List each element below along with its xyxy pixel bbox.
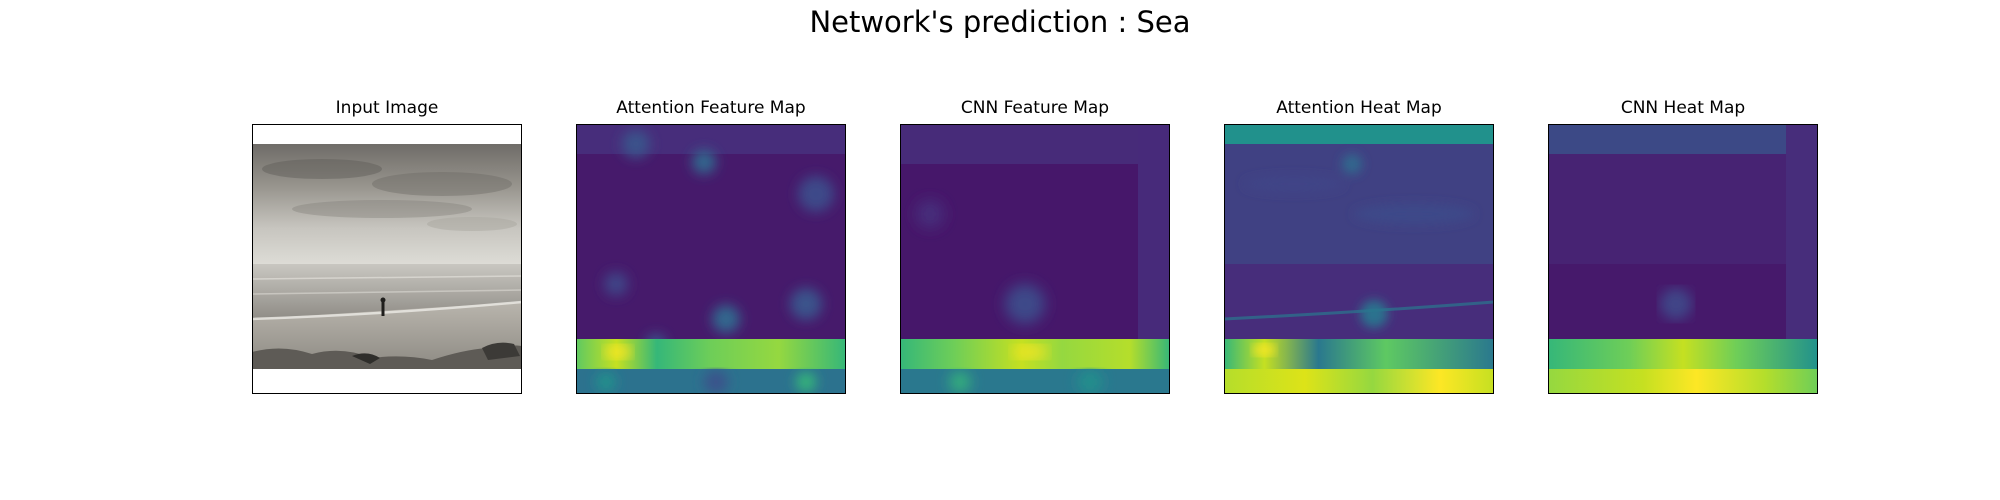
attention-heat-map (1224, 124, 1494, 394)
panel-cnn-feature-map: CNN Feature Map (900, 96, 1170, 394)
panel-title-attention-feature-map: Attention Feature Map (616, 98, 806, 118)
figure-suptitle: Network's prediction : Sea (809, 5, 1191, 39)
panel-attention-feature-map: Attention Feature Map (576, 96, 846, 394)
panel-title-cnn-heat-map: CNN Heat Map (1620, 98, 1746, 118)
cnn-heat-map (1548, 124, 1818, 394)
cnn-feature-map (900, 124, 1170, 394)
input-image (252, 124, 522, 394)
panel-title-attention-heat-map: Attention Heat Map (1276, 98, 1442, 118)
panel-input-image: Input Image (252, 96, 522, 394)
attention-feature-map (576, 124, 846, 394)
panel-title-cnn-feature-map: CNN Feature Map (960, 98, 1110, 118)
panel-attention-heat-map: Attention Heat Map (1224, 96, 1494, 394)
panel-title-input-image: Input Image (335, 98, 439, 118)
panel-cnn-heat-map: CNN Heat Map (1548, 96, 1818, 394)
